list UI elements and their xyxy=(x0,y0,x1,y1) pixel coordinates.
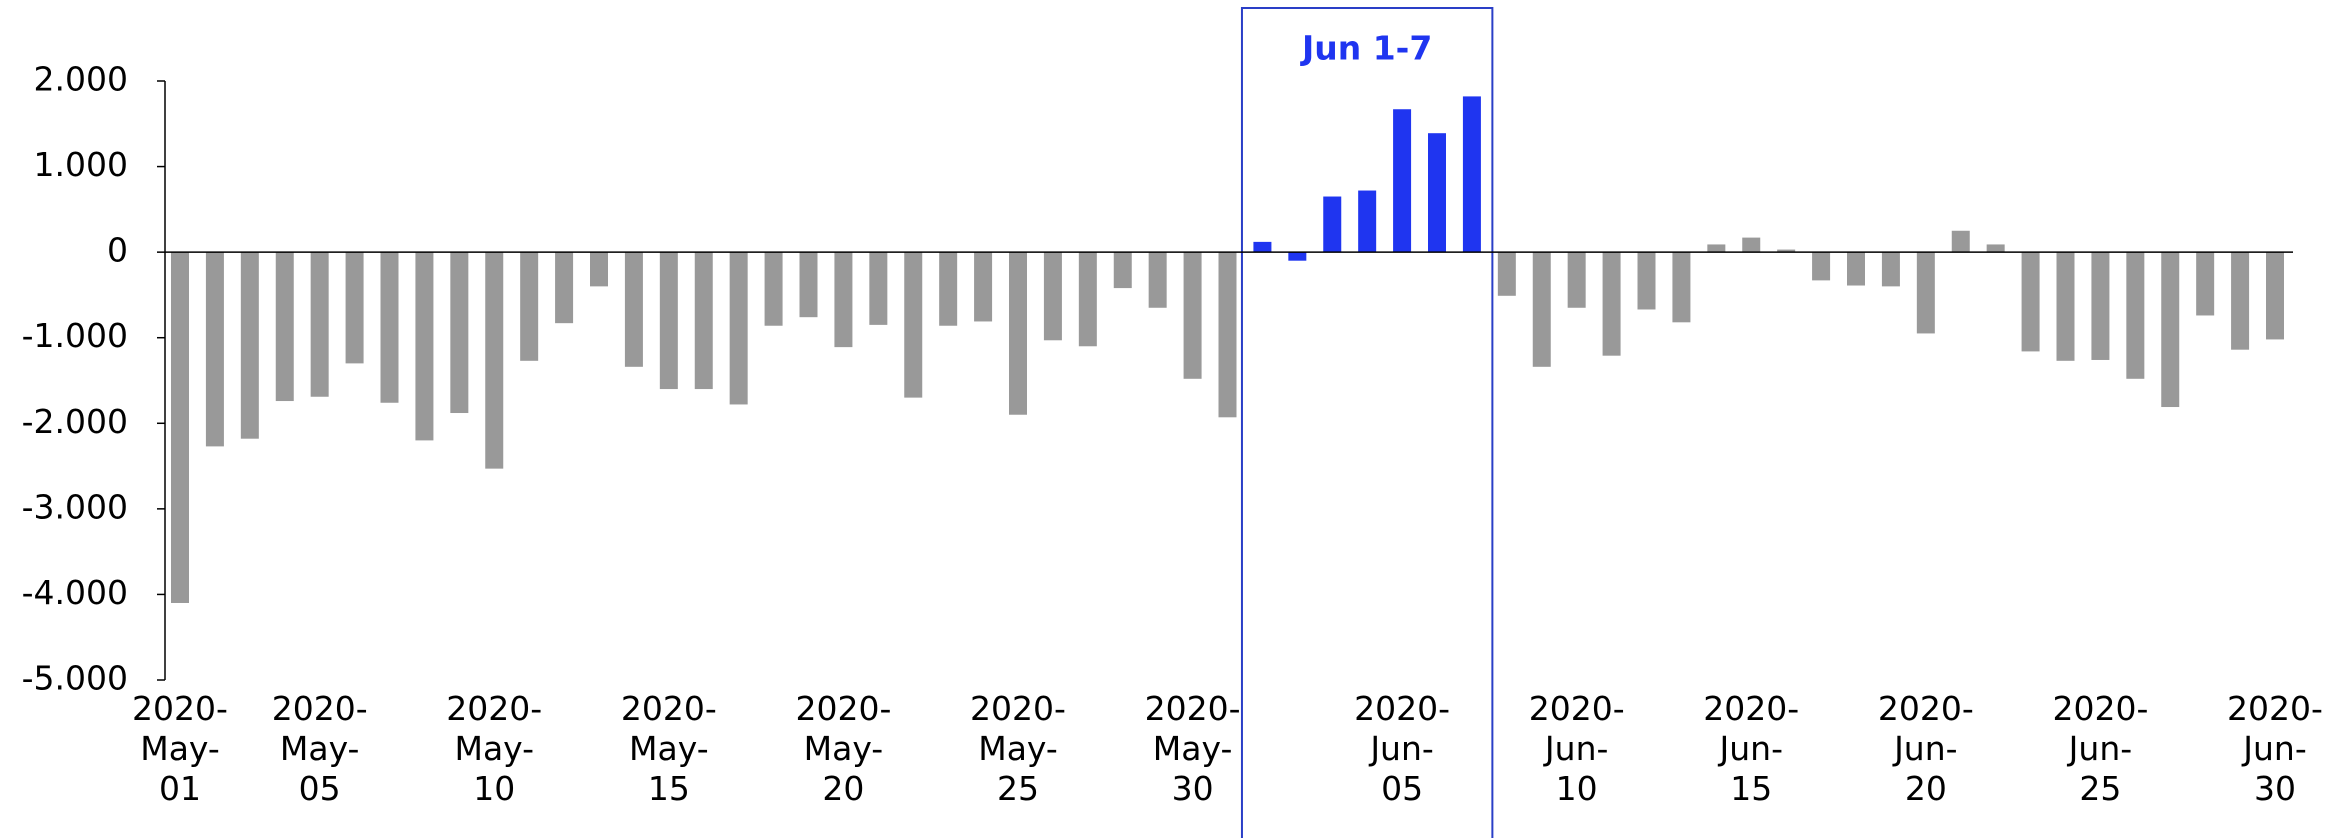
bar xyxy=(2091,252,2110,360)
bar xyxy=(1043,252,1062,341)
bar xyxy=(1323,196,1342,253)
bar xyxy=(1288,252,1307,261)
x-tick-label: 2020-May-20 xyxy=(795,689,891,808)
bar xyxy=(1253,241,1272,253)
bar xyxy=(624,252,643,367)
x-tick-label: 2020-May-30 xyxy=(1145,689,1241,808)
bar xyxy=(275,252,294,402)
y-tick-label: 2.000 xyxy=(34,60,128,99)
bar xyxy=(485,252,504,469)
x-tick-label: 2020-May-10 xyxy=(446,689,542,808)
bar xyxy=(345,252,364,364)
bar xyxy=(1358,190,1377,253)
bar xyxy=(415,252,434,441)
x-tick-label: 2020-May-25 xyxy=(970,689,1066,808)
y-tick-label: 0 xyxy=(107,231,128,270)
bar xyxy=(2196,252,2215,316)
bar xyxy=(1672,252,1691,323)
bar xyxy=(1009,252,1027,415)
bar xyxy=(1881,252,1900,287)
bar xyxy=(2266,252,2284,340)
y-tick-label: -1.000 xyxy=(22,316,128,355)
x-tick-label: 2020-Jun-10 xyxy=(1529,689,1625,808)
highlight-box xyxy=(1240,7,1494,838)
bar xyxy=(1078,252,1097,347)
bar xyxy=(1707,244,1726,253)
bar xyxy=(1462,96,1481,253)
bar xyxy=(799,252,818,318)
bar xyxy=(1742,237,1761,253)
x-tick-label: 2020-Jun-05 xyxy=(1354,689,1450,808)
y-tick-label: -3.000 xyxy=(22,487,128,526)
bar xyxy=(1113,252,1132,289)
bar xyxy=(1916,252,1935,334)
bar xyxy=(694,252,713,390)
bar xyxy=(729,252,748,405)
bar xyxy=(1393,109,1412,253)
bar xyxy=(1602,252,1621,356)
bar xyxy=(1567,252,1586,308)
y-tick-label: -5.000 xyxy=(22,659,128,698)
x-tick-label: 2020-Jun-30 xyxy=(2227,689,2323,808)
bar xyxy=(1847,252,1865,286)
bar xyxy=(2056,252,2075,361)
x-tick-label: 2020-Jun-15 xyxy=(1703,689,1799,808)
bar xyxy=(205,252,224,447)
x-tick-label: 2020-May-01 xyxy=(132,689,228,808)
bar xyxy=(310,252,329,397)
bar xyxy=(1183,252,1202,379)
bar xyxy=(659,252,678,390)
x-tick-label: 2020-May-05 xyxy=(272,689,368,808)
bar xyxy=(590,252,608,287)
y-tick-label: -4.000 xyxy=(22,573,128,612)
bar xyxy=(380,252,399,403)
bar xyxy=(1428,133,1446,253)
bar xyxy=(1218,252,1237,418)
bar xyxy=(869,252,888,325)
bar xyxy=(520,252,539,361)
y-tick-label: -2.000 xyxy=(22,402,128,441)
bar xyxy=(2126,252,2145,379)
bar xyxy=(555,252,574,324)
bar xyxy=(904,252,923,398)
x-tick-label: 2020-May-15 xyxy=(621,689,717,808)
y-tick-label: 1.000 xyxy=(34,145,128,184)
bar xyxy=(2161,252,2180,408)
bar xyxy=(450,252,469,414)
bar xyxy=(2231,252,2250,350)
bar xyxy=(171,252,189,603)
bar xyxy=(764,252,783,326)
bar xyxy=(1951,230,1970,253)
bar xyxy=(834,252,853,348)
bar xyxy=(1777,249,1796,253)
bar xyxy=(240,252,259,439)
bar xyxy=(1497,252,1516,296)
bar xyxy=(1148,252,1167,308)
x-tick-label: 2020-Jun-25 xyxy=(2052,689,2148,808)
bar xyxy=(939,252,958,326)
bar xyxy=(1637,252,1656,310)
bar xyxy=(2021,252,2040,352)
annotation-label: Jun 1-7 xyxy=(1300,29,1432,68)
bar xyxy=(1986,244,2005,253)
bar xyxy=(1532,252,1551,367)
x-tick-label: 2020-Jun-20 xyxy=(1878,689,1974,808)
bar xyxy=(974,252,993,322)
bar xyxy=(1812,252,1831,281)
